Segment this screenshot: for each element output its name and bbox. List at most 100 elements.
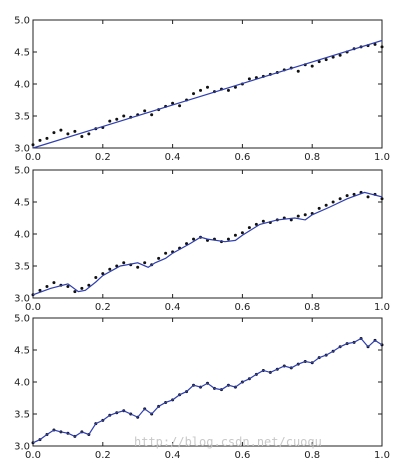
data-point bbox=[115, 264, 119, 268]
y-tick-label: 4.0 bbox=[14, 378, 30, 389]
fit-line bbox=[32, 337, 383, 444]
data-point bbox=[303, 213, 307, 217]
x-tick-label: 0.0 bbox=[25, 302, 41, 313]
data-point bbox=[338, 53, 342, 57]
data-point bbox=[101, 272, 105, 276]
data-point bbox=[136, 265, 140, 269]
x-tick-label: 0.2 bbox=[95, 152, 111, 163]
data-point bbox=[80, 286, 84, 290]
plot-frame bbox=[32, 19, 383, 149]
data-point bbox=[178, 104, 182, 108]
data-point bbox=[380, 197, 384, 201]
data-point bbox=[206, 85, 209, 89]
data-point bbox=[185, 242, 189, 246]
data-point bbox=[171, 101, 175, 105]
middle-panel: 0.0 0.2 0.4 0.6 0.8 1.0 3.0 3.5 4.0 4.5 5.0 bbox=[14, 166, 390, 314]
y-tick-label: 3.5 bbox=[14, 410, 30, 421]
x-tick-label: 0.2 bbox=[95, 450, 111, 461]
data-point bbox=[150, 113, 154, 117]
data-point bbox=[199, 88, 203, 92]
data-point bbox=[338, 197, 342, 201]
data-point bbox=[324, 203, 328, 207]
data-point bbox=[324, 58, 328, 62]
data-point bbox=[380, 45, 384, 49]
data-point bbox=[247, 77, 251, 81]
y-tick-label: 4.5 bbox=[14, 48, 30, 59]
data-point bbox=[331, 200, 335, 204]
x-tick-label: 0.2 bbox=[95, 302, 111, 313]
data-point bbox=[317, 60, 321, 64]
data-point bbox=[73, 129, 77, 133]
data-point bbox=[87, 132, 91, 136]
data-point bbox=[115, 117, 119, 121]
data-point bbox=[310, 64, 314, 68]
data-point bbox=[108, 267, 112, 271]
data-point bbox=[87, 283, 91, 287]
x-tick-label: 0.4 bbox=[165, 152, 181, 163]
data-point bbox=[226, 237, 230, 241]
data-point bbox=[226, 88, 230, 92]
y-tick-label: 5.0 bbox=[14, 16, 30, 27]
y-tick-label: 3.0 bbox=[14, 442, 30, 453]
fit-line bbox=[32, 191, 383, 296]
data-point bbox=[317, 206, 321, 210]
y-tick-label: 4.0 bbox=[14, 230, 30, 241]
x-tick-label: 0.8 bbox=[304, 302, 320, 313]
data-point bbox=[143, 261, 147, 265]
data-point bbox=[157, 256, 161, 260]
x-tick-label: 0.4 bbox=[165, 450, 181, 461]
top-panel: 0.0 0.2 0.4 0.6 0.8 1.0 3.0 3.5 4.0 4.5 5.0 bbox=[14, 16, 390, 164]
x-tick-label: 0.6 bbox=[234, 302, 250, 313]
data-point bbox=[192, 92, 196, 96]
data-point bbox=[233, 233, 237, 237]
data-point bbox=[240, 231, 244, 235]
data-point bbox=[66, 132, 70, 136]
data-point bbox=[373, 42, 377, 46]
y-tick-label: 4.5 bbox=[14, 198, 30, 209]
data-point bbox=[122, 261, 126, 265]
data-point bbox=[122, 114, 126, 118]
data-point bbox=[345, 194, 349, 198]
data-point bbox=[289, 218, 293, 222]
fit-line bbox=[32, 39, 383, 149]
x-tick-label: 0.8 bbox=[304, 450, 320, 461]
y-tick-label: 3.5 bbox=[14, 112, 30, 123]
x-tick-label: 1.0 bbox=[374, 302, 390, 313]
y-tick-label: 5.0 bbox=[14, 314, 30, 325]
data-point bbox=[38, 138, 42, 142]
data-point bbox=[164, 251, 168, 255]
data-point bbox=[247, 226, 251, 230]
data-point bbox=[261, 219, 265, 223]
data-point bbox=[296, 214, 300, 218]
data-point bbox=[52, 281, 56, 285]
watermark: http://blog.csdn.net/cuoqu bbox=[134, 435, 322, 449]
y-tick-label: 4.5 bbox=[14, 346, 30, 357]
data-point bbox=[45, 136, 49, 140]
data-point bbox=[73, 290, 77, 294]
data-point bbox=[59, 128, 63, 132]
data-point bbox=[45, 284, 49, 288]
data-point bbox=[296, 69, 300, 73]
data-point bbox=[352, 192, 356, 196]
data-point bbox=[31, 143, 35, 147]
bottom-panel: 0.0 0.2 0.4 0.6 0.8 1.0 3.0 3.5 4.0 4.5 5.0 bbox=[14, 314, 390, 462]
data-point bbox=[80, 134, 84, 138]
x-tick-label: 0.0 bbox=[25, 450, 41, 461]
y-tick-label: 3.0 bbox=[14, 294, 30, 305]
data-point bbox=[143, 109, 147, 113]
data-point bbox=[94, 276, 98, 280]
x-tick-label: 0.6 bbox=[234, 152, 250, 163]
data-point bbox=[108, 119, 112, 123]
data-point bbox=[192, 237, 196, 241]
y-tick-label: 4.0 bbox=[14, 80, 30, 91]
plot-frame bbox=[32, 169, 383, 299]
y-tick-label: 3.0 bbox=[14, 144, 30, 155]
data-point bbox=[254, 222, 258, 226]
data-point bbox=[366, 195, 370, 199]
x-tick-label: 0.0 bbox=[25, 152, 41, 163]
data-point bbox=[52, 131, 56, 135]
x-tick-label: 0.4 bbox=[165, 302, 181, 313]
x-tick-label: 0.6 bbox=[234, 450, 250, 461]
x-tick-label: 1.0 bbox=[374, 450, 390, 461]
